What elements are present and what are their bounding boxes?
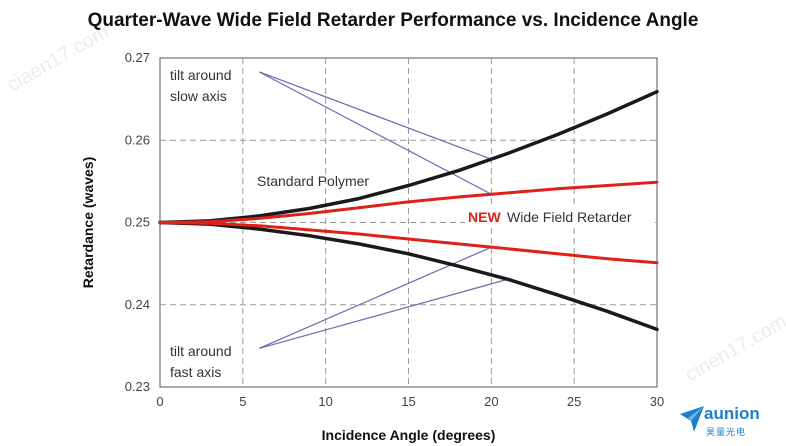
y-tick-label: 0.25	[125, 215, 150, 230]
x-axis-title: Incidence Angle (degrees)	[322, 427, 496, 443]
y-tick-label: 0.26	[125, 132, 150, 147]
watermark-text: cinen17.com	[682, 311, 786, 387]
wide-field-retarder-curve	[158, 221, 659, 265]
watermark-text: ciaen17.com	[4, 21, 113, 97]
logo-subtitle: 昊量光电	[706, 427, 747, 437]
y-tick-label: 0.24	[125, 297, 150, 312]
logo-name: aunion	[704, 404, 760, 423]
x-tick-label: 15	[401, 394, 415, 409]
annotation-tilt-fast-axis: fast axis	[170, 364, 221, 380]
x-tick-label: 25	[567, 394, 581, 409]
paper-plane-icon	[680, 406, 704, 432]
x-tick-label: 5	[239, 394, 246, 409]
annotation-tilt-fast-axis: tilt around	[170, 343, 231, 359]
new-label-background	[465, 206, 655, 226]
x-tick-label: 0	[156, 394, 163, 409]
y-axis-title: Retardance (waves)	[80, 157, 96, 289]
annotation-new: NEW	[468, 209, 501, 225]
aunion-logo: aunion 昊量光电	[676, 404, 780, 442]
annotation-tilt-slow-axis: tilt around	[170, 67, 231, 83]
x-tick-label: 20	[484, 394, 498, 409]
annotation-standard-polymer: Standard Polymer	[257, 173, 369, 189]
pointer-line-slow-axis	[259, 71, 492, 160]
y-tick-label: 0.23	[125, 379, 150, 394]
annotation-tilt-slow-axis: slow axis	[170, 88, 227, 104]
x-tick-label: 30	[650, 394, 664, 409]
x-tick-label: 10	[318, 394, 332, 409]
pointer-line-fast-axis	[259, 278, 509, 349]
standard-polymer-curve	[158, 220, 659, 332]
wide-field-retarder-curve	[158, 180, 659, 224]
annotation-wide-field-retarder: Wide Field Retarder	[507, 209, 632, 225]
standard-polymer-curve	[158, 89, 659, 225]
chart-title: Quarter-Wave Wide Field Retarder Perform…	[87, 10, 699, 31]
y-tick-label: 0.27	[125, 50, 150, 65]
